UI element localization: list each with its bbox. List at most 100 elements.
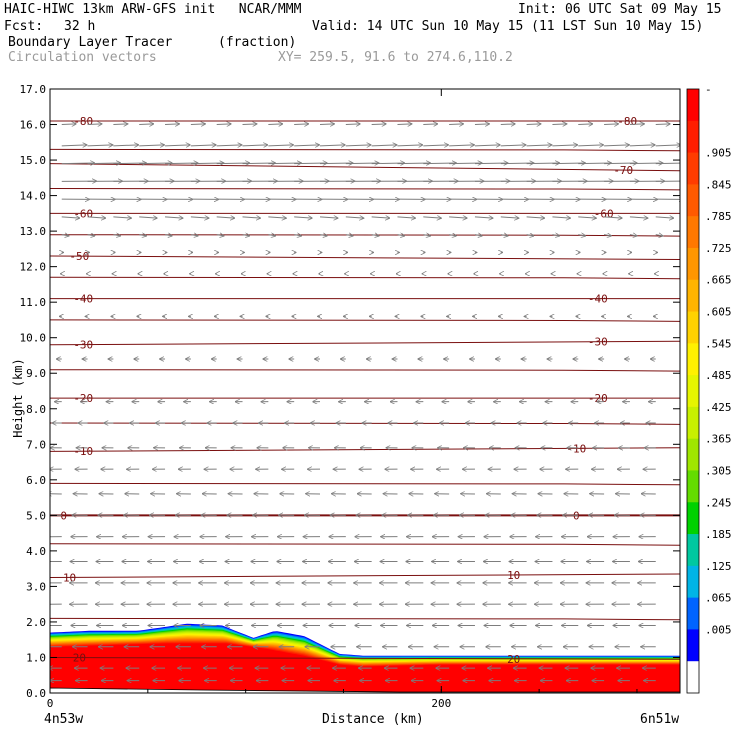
contour-label: -50: [69, 250, 89, 263]
colorbar-label: .725: [705, 242, 732, 255]
wind-vector: [423, 235, 430, 236]
contour-line: [50, 482, 680, 486]
colorbar-swatch: [687, 661, 699, 694]
y-tick-label: 17.0: [20, 83, 47, 96]
header-title: HAIC-HIWC 13km ARW-GFS init NCAR/MMM: [4, 2, 302, 17]
wind-vector: [449, 235, 456, 236]
contour-label: -80: [73, 115, 93, 128]
wind-vector: [242, 145, 268, 146]
y-tick-label: 14.0: [20, 190, 47, 203]
contour-line: [50, 188, 680, 191]
wind-vector: [526, 145, 552, 146]
wind-vector: [500, 235, 508, 236]
terrain: [50, 687, 680, 693]
y-tick-label: 8.0: [26, 403, 46, 416]
contour-line: [50, 447, 680, 452]
wind-vector: [552, 217, 570, 218]
wind-vector: [449, 124, 463, 125]
wind-vector: [371, 217, 390, 218]
field-units: (fraction): [218, 35, 297, 50]
y-tick-label: 10.0: [20, 332, 47, 345]
wind-vector: [629, 235, 637, 236]
wind-vector: [578, 124, 592, 125]
wind-vector: [345, 145, 371, 146]
wind-vector: [113, 145, 138, 146]
colorbar-label: .425: [705, 401, 732, 414]
wind-vector: [319, 124, 334, 125]
contour-label: 0: [60, 509, 67, 522]
wind-vector: [61, 235, 69, 236]
wind-vector: [526, 217, 545, 218]
colorbar-swatch: [687, 470, 699, 503]
wind-vector: [604, 235, 611, 236]
y-tick-label: 6.0: [26, 474, 46, 487]
wind-vector: [242, 217, 261, 218]
contour-line: [50, 319, 680, 322]
wind-vector: [655, 124, 670, 125]
colorbar-label: .905: [705, 147, 732, 160]
wind-vector: [61, 124, 76, 125]
contour-label: -20: [588, 392, 608, 405]
wind-vector: [371, 145, 397, 146]
wind-vector: [397, 145, 422, 146]
wind-vector: [552, 235, 559, 236]
wind-vector: [139, 235, 146, 236]
y-tick-label: 12.0: [20, 261, 47, 274]
tracer-field: [50, 623, 680, 693]
wind-vector: [242, 235, 250, 236]
colorbar-swatch: [687, 438, 699, 471]
y-tick-label: 9.0: [26, 367, 46, 380]
y-tick-label: 5.0: [26, 509, 46, 522]
fcst-value: 32 h: [64, 19, 96, 34]
x-end-label: 6n51w: [640, 712, 680, 727]
colorbar-swatch: [687, 343, 699, 376]
colorbar-label: .545: [705, 337, 732, 350]
colorbar-label: -: [705, 83, 712, 96]
contour-line: [50, 148, 680, 152]
wind-vector: [655, 162, 680, 165]
wind-vector: [139, 217, 157, 218]
wind-vector: [604, 124, 618, 125]
contour-label: 20: [507, 653, 520, 666]
colorbar-swatch: [687, 629, 699, 662]
contour-label: -10: [566, 442, 586, 455]
wind-vector: [87, 145, 113, 146]
wind-vector: [319, 217, 338, 218]
wind-vector: [423, 217, 441, 218]
wind-vector: [397, 235, 404, 236]
wind-vector: [294, 124, 308, 125]
header-init: Init: 06 UTC Sat 09 May 15: [518, 2, 722, 17]
wind-vector: [578, 235, 585, 236]
colorbar-label: .125: [705, 560, 732, 573]
wind-vector: [578, 217, 596, 218]
wind-vector: [371, 235, 379, 236]
wind-vector: [423, 124, 437, 125]
vectors-label: Circulation vectors: [8, 50, 157, 65]
wind-vector: [216, 124, 231, 125]
wind-vector: [345, 217, 364, 218]
wind-vector: [423, 145, 448, 146]
y-tick-label: 4.0: [26, 545, 46, 558]
colorbar-swatch: [687, 375, 699, 408]
wind-vector: [294, 235, 301, 236]
wind-vector: [500, 145, 526, 146]
colorbar-swatch: [687, 89, 699, 122]
wind-vector: [449, 217, 467, 218]
wind-vector: [139, 145, 164, 146]
y-tick-label: 15.0: [20, 154, 47, 167]
contour-label: -60: [594, 207, 614, 220]
wind-vector: [474, 124, 489, 125]
contour-label: -10: [73, 445, 93, 458]
wind-vector: [578, 145, 603, 146]
wind-vector: [345, 124, 360, 125]
wind-vector: [61, 217, 80, 218]
contour-label: 20: [73, 652, 86, 665]
wind-vector: [87, 124, 102, 125]
wind-vector: [113, 124, 127, 125]
contour-line: [50, 276, 680, 280]
wind-vector: [449, 145, 474, 146]
wind-vector: [165, 217, 183, 218]
colorbar-label: .485: [705, 369, 732, 382]
colorbar-label: .245: [705, 496, 732, 509]
wind-vector: [629, 124, 644, 125]
